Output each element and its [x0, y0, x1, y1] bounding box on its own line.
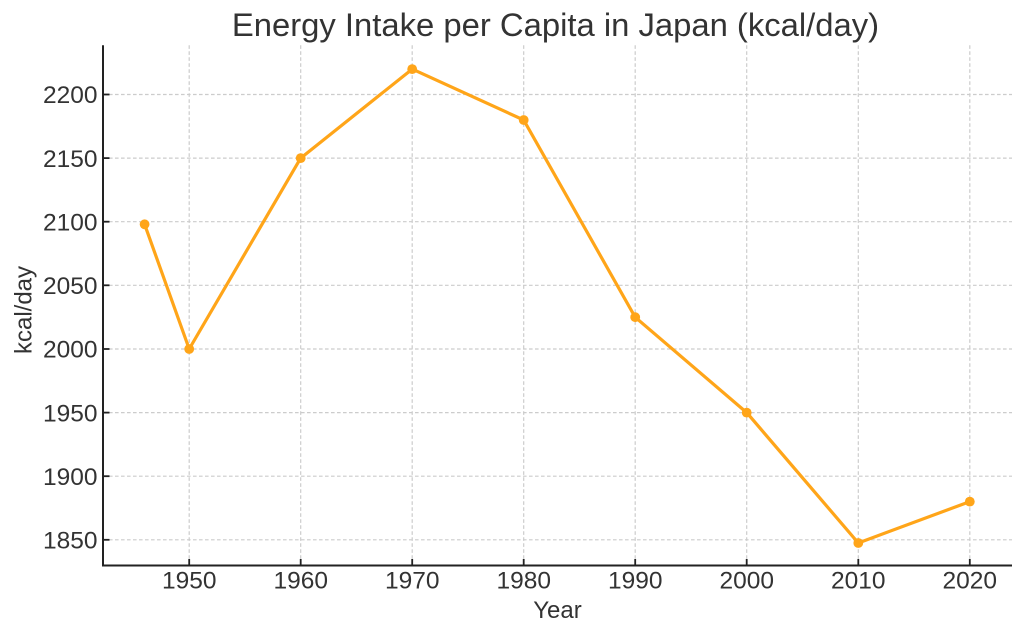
- svg-text:1970: 1970: [385, 568, 440, 595]
- svg-text:Year: Year: [533, 597, 582, 624]
- svg-text:1950: 1950: [162, 568, 217, 595]
- svg-text:2050: 2050: [43, 273, 98, 300]
- svg-text:kcal/day: kcal/day: [11, 266, 38, 354]
- svg-text:1900: 1900: [43, 464, 98, 491]
- svg-text:Energy Intake per Capita in Ja: Energy Intake per Capita in Japan (kcal/…: [232, 6, 879, 43]
- svg-text:1960: 1960: [273, 568, 328, 595]
- svg-text:1980: 1980: [496, 568, 551, 595]
- svg-text:2010: 2010: [831, 568, 886, 595]
- svg-text:1850: 1850: [43, 527, 98, 554]
- svg-text:1950: 1950: [43, 400, 98, 427]
- svg-text:2100: 2100: [43, 209, 98, 236]
- svg-text:2000: 2000: [43, 337, 98, 364]
- svg-text:2000: 2000: [719, 568, 774, 595]
- svg-text:2200: 2200: [43, 82, 98, 109]
- svg-text:2150: 2150: [43, 146, 98, 173]
- svg-text:1990: 1990: [608, 568, 663, 595]
- svg-text:2020: 2020: [943, 568, 998, 595]
